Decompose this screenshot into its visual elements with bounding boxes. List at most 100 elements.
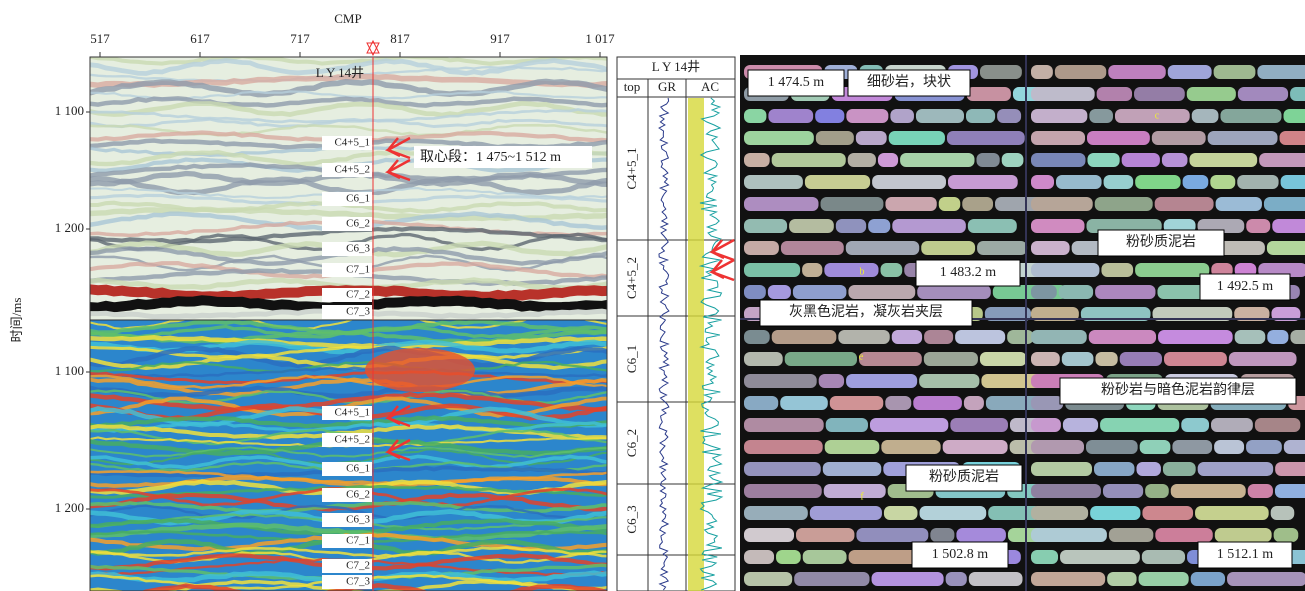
core-piece [1197, 462, 1274, 476]
horizon-label: C6_3 [346, 514, 370, 526]
core-piece [1227, 572, 1305, 586]
core-piece [802, 263, 823, 277]
core-piece [900, 153, 975, 167]
core-piece [1154, 197, 1214, 211]
core-piece [921, 241, 976, 255]
horizon-label: C6_1 [346, 193, 370, 205]
label-box [1199, 273, 1291, 301]
core-piece [1158, 330, 1233, 344]
core-piece [1273, 528, 1299, 542]
seismic-upper [90, 57, 607, 320]
core-piece [1031, 65, 1053, 79]
core-piece [979, 65, 1022, 79]
core-piece [913, 396, 962, 410]
core-photos: 1 474.5 m 细砂岩，块状1 483.2 m灰黑色泥岩，凝灰岩夹层粉砂质泥岩… [740, 55, 1305, 591]
core-piece [891, 330, 923, 344]
core-piece [946, 131, 1025, 145]
core-piece [988, 506, 1041, 520]
core-piece [796, 528, 855, 542]
horizon-label: C7_3 [346, 306, 370, 318]
y-tick-label: 1 100 [55, 363, 84, 378]
core-piece [1220, 109, 1282, 123]
arrow [708, 258, 735, 282]
core-piece [824, 263, 879, 277]
core-piece [794, 572, 870, 586]
core-piece [1119, 352, 1163, 366]
core-piece [829, 396, 884, 410]
core-piece [1151, 131, 1206, 145]
core-piece [877, 153, 899, 167]
core-piece [1031, 484, 1101, 498]
label-box [915, 259, 1021, 287]
horizon-box [322, 513, 372, 527]
core-piece [1114, 109, 1190, 123]
core-piece [1085, 440, 1138, 454]
core-piece [1170, 484, 1246, 498]
log-column: AC [701, 79, 719, 94]
label-box [1097, 229, 1225, 257]
reflector [90, 385, 607, 399]
reflector [90, 546, 607, 558]
core-piece [919, 506, 987, 520]
core-piece [768, 109, 814, 123]
core-piece [744, 528, 795, 542]
label-box [1059, 377, 1297, 405]
core-piece [1246, 219, 1271, 233]
core-label: 1 502.8 m [932, 547, 989, 562]
reflector [90, 360, 607, 374]
label-box [759, 299, 973, 327]
core-label: 1 492.5 m [1217, 279, 1274, 294]
core-label: 粉砂岩与暗色泥岩韵律层 [1101, 381, 1255, 398]
arrow [708, 238, 735, 262]
core-piece [744, 285, 766, 299]
core-piece [784, 352, 857, 366]
core-piece [955, 330, 1006, 344]
note-box [414, 146, 592, 168]
core-piece [883, 506, 918, 520]
core-piece [1135, 263, 1210, 277]
label-box [905, 464, 1023, 492]
reflector [90, 96, 607, 108]
core-piece [1211, 418, 1253, 432]
core-piece [917, 285, 991, 299]
core-letter: b [860, 266, 865, 277]
core-piece [744, 462, 821, 476]
core-piece [930, 528, 955, 542]
arrow [384, 136, 411, 160]
core-piece [847, 153, 876, 167]
core-piece [1270, 506, 1295, 520]
core-piece [885, 197, 937, 211]
core-piece [1237, 175, 1279, 189]
core-piece [1121, 153, 1160, 167]
core-label: 粉砂质泥岩 [929, 469, 999, 485]
core-piece [1215, 197, 1262, 211]
core-piece [950, 418, 1008, 432]
core-label: 细砂岩，块状 [867, 74, 951, 90]
core-piece [1031, 87, 1095, 101]
reflector [90, 354, 607, 371]
reflector [90, 345, 607, 360]
well-log: L Y 14井 top GR AC C4+5_1 C4+5_2 C6_1 C6_2 C6… [616, 56, 736, 591]
core-piece [1210, 175, 1236, 189]
core-piece [789, 219, 834, 233]
reflector [90, 78, 607, 98]
core-piece [956, 528, 1006, 542]
horizon-box [322, 559, 372, 573]
y-tick-label: 1 200 [55, 500, 84, 515]
core-piece [1108, 65, 1166, 79]
core-piece [744, 396, 779, 410]
horizon-label: C7_2 [346, 560, 370, 572]
label-box [847, 69, 971, 97]
well-label: L Y 14井 [316, 65, 364, 80]
reflector [90, 485, 607, 499]
horizon-label: C6_1 [346, 463, 370, 475]
core-piece [1274, 484, 1305, 498]
x-tick-label: 717 [290, 31, 310, 46]
zone-label: C4+5_2 [624, 257, 639, 299]
core-piece [919, 374, 980, 388]
horizon-label: C4+5_1 [334, 407, 370, 419]
core-piece [1283, 109, 1305, 123]
core-piece [1031, 396, 1064, 410]
core-piece [938, 197, 961, 211]
core-piece [744, 241, 779, 255]
